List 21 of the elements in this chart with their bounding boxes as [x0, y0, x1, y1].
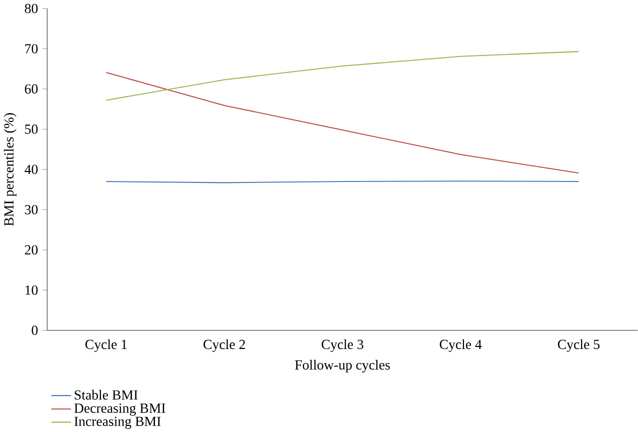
legend-label: Stable BMI — [74, 390, 138, 400]
y-tick-label: 40 — [24, 164, 38, 174]
x-axis-title: Follow-up cycles — [295, 360, 390, 372]
x-tick-label: Cycle 3 — [322, 339, 364, 352]
line-series — [106, 72, 580, 174]
y-tick-label: 60 — [24, 84, 38, 94]
y-tick-label: 50 — [25, 124, 38, 134]
x-tick-label: Cycle 4 — [440, 339, 482, 352]
legend-label: Decreasing BMI — [74, 403, 166, 416]
line-series — [106, 50, 580, 101]
y-tick-label: 30 — [24, 204, 38, 214]
y-tick-label: 80 — [24, 4, 38, 14]
y-axis-title: BMI percentiles (%) — [4, 113, 16, 226]
y-tick-label: 10 — [26, 285, 38, 295]
x-tick-label: Cycle 1 — [85, 339, 127, 352]
legend-label: Increasing BMI — [74, 416, 161, 429]
x-tick-label: Cycle 2 — [204, 339, 245, 352]
y-tick-label: 0 — [32, 326, 38, 335]
x-tick-label: Cycle 5 — [558, 339, 600, 352]
y-tick-label: 70 — [25, 44, 38, 54]
y-tick-label: 20 — [24, 245, 38, 254]
